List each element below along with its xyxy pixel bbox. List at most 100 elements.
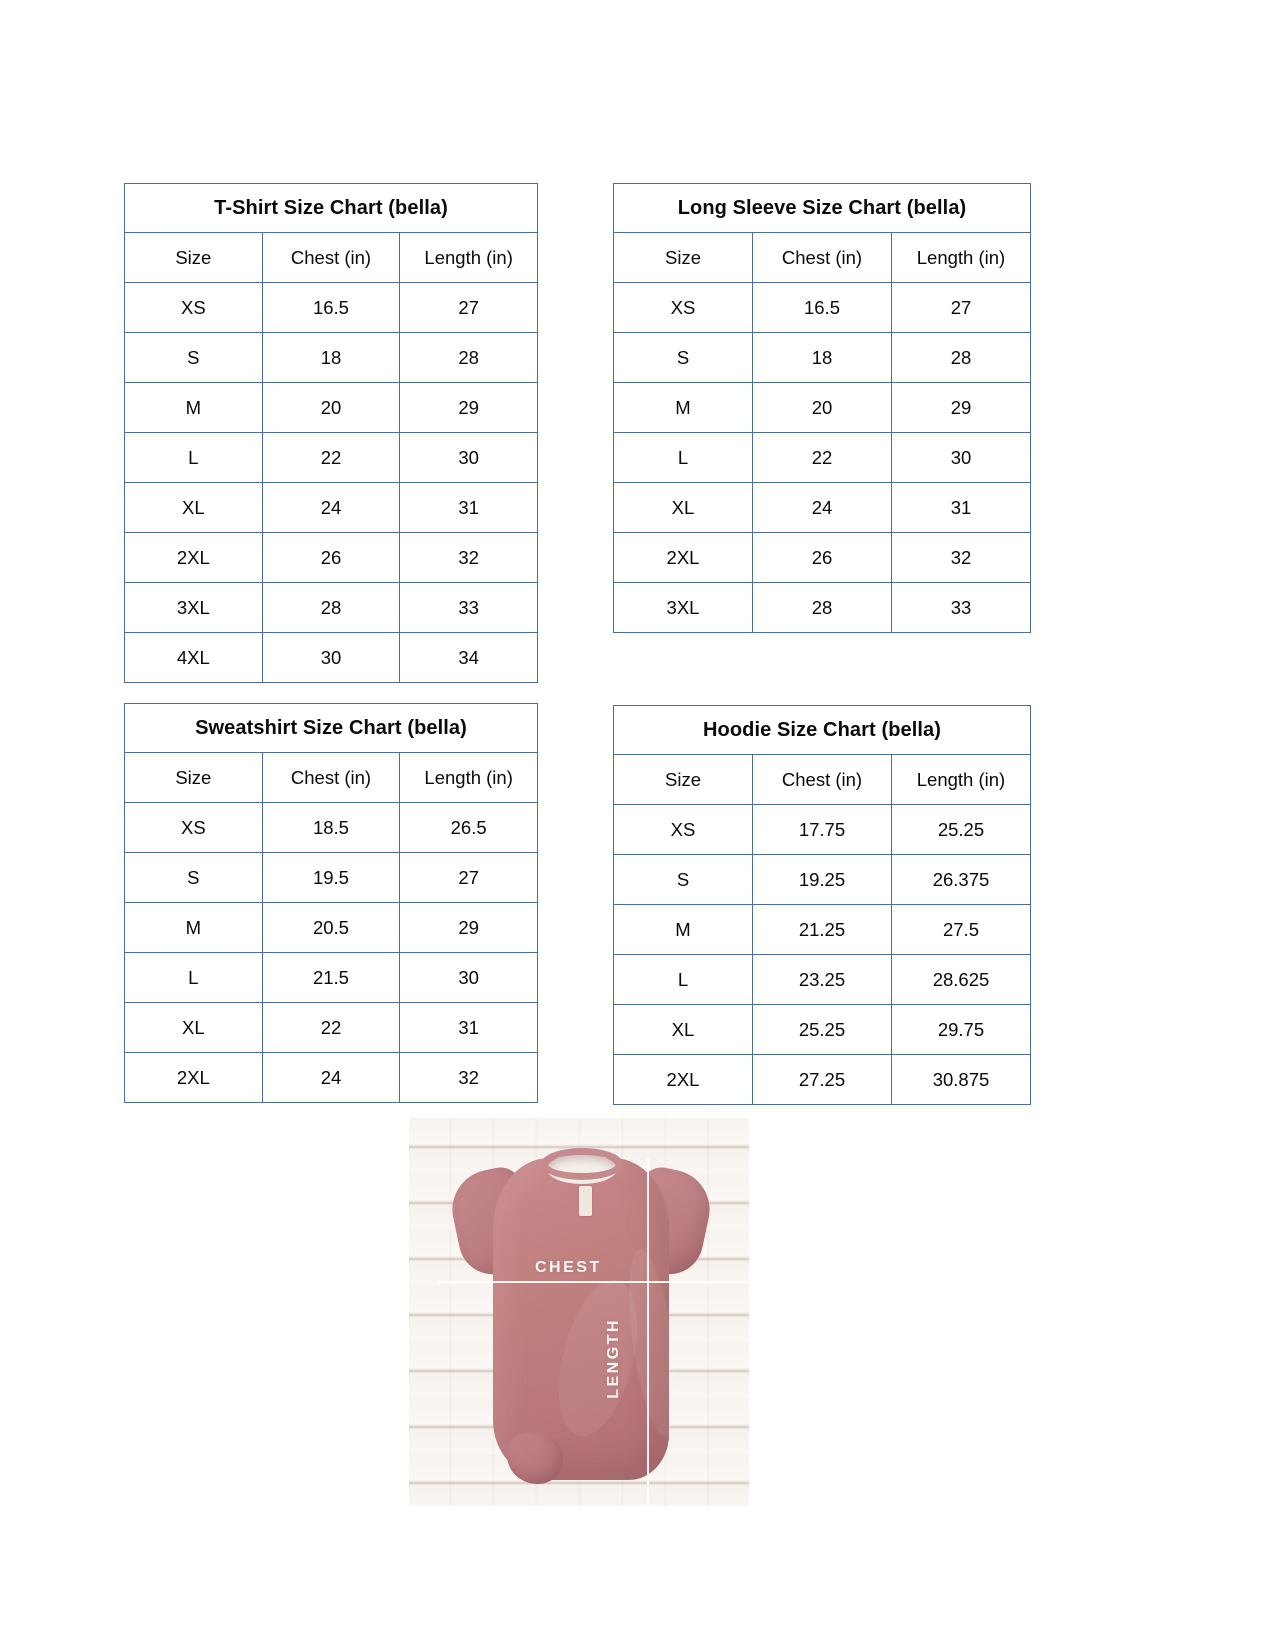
table-row: S 19.5 27 [124,852,538,903]
length-cell: 28.625 [891,954,1031,1005]
size-cell: 2XL [124,1052,263,1103]
table-row: M 20.5 29 [124,902,538,953]
length-cell: 25.25 [891,804,1031,855]
size-cell: L [613,432,753,483]
size-cell: 4XL [124,632,263,683]
length-cell: 27 [891,282,1031,333]
chest-cell: 24 [752,482,892,533]
length-cell: 29 [891,382,1031,433]
table-row: XS 16.5 27 [613,282,1031,333]
size-cell: XL [124,1002,263,1053]
table-row: 3XL 28 33 [613,582,1031,633]
length-cell: 28 [891,332,1031,383]
length-cell: 29.75 [891,1004,1031,1055]
sweatshirt-size-chart: Sweatshirt Size Chart (bella) Size Chest (… [124,703,538,1103]
table-row: 2XL 24 32 [124,1052,538,1103]
sweatshirt-title: Sweatshirt Size Chart (bella) [124,703,538,753]
tshirt-table: T-Shirt Size Chart (bella) Size Chest (in)… [124,183,538,683]
size-cell: L [613,954,753,1005]
size-cell: XL [613,482,753,533]
chest-cell: 18.5 [261,802,401,853]
chest-cell: 28 [261,582,401,633]
column-header-length-in: Length (in) [891,232,1031,283]
table-row: M 20 29 [613,382,1031,433]
table-row: XS 17.75 25.25 [613,804,1031,855]
length-cell: 32 [891,532,1031,583]
chest-cell: 26 [752,532,892,583]
table-title-row: Long Sleeve Size Chart (bella) [613,183,1031,233]
size-cell: S [124,852,263,903]
length-cell: 28 [399,332,538,383]
table-row: XL 22 31 [124,1002,538,1053]
table-row: S 19.25 26.375 [613,854,1031,905]
table-header-row: Size Chest (in) Length (in) [124,752,538,803]
tshirt-illustration [444,1140,718,1485]
longsleeve-size-chart: Long Sleeve Size Chart (bella) Size Chest … [613,183,1031,633]
size-cell: XS [613,804,753,855]
size-cell: 2XL [613,1054,753,1105]
size-cell: XL [613,1004,753,1055]
chest-cell: 28 [752,582,892,633]
column-header-chest-in: Chest (in) [261,752,401,803]
length-cell: 27 [399,282,538,333]
table-row: M 21.25 27.5 [613,904,1031,955]
chest-cell: 27.25 [752,1054,892,1105]
length-cell: 29 [399,902,538,953]
table-row: S 18 28 [124,332,538,383]
hoodie-table: Hoodie Size Chart (bella) Size Chest (in) L… [613,705,1031,1105]
table-row: 3XL 28 33 [124,582,538,633]
hoodie-size-chart: Hoodie Size Chart (bella) Size Chest (in) L… [613,705,1031,1105]
length-cell: 33 [891,582,1031,633]
size-cell: XS [124,282,263,333]
size-cell: XS [124,802,263,853]
chest-cell: 18 [752,332,892,383]
size-cell: 3XL [124,582,263,633]
chest-cell: 24 [261,1052,401,1103]
column-header-length-in: Length (in) [891,754,1031,805]
chest-cell: 19.5 [261,852,401,903]
size-cell: M [613,382,753,433]
length-cell: 27 [399,852,538,903]
column-header-size: Size [613,232,753,283]
length-cell: 31 [399,1002,538,1053]
hoodie-title: Hoodie Size Chart (bella) [613,705,1031,755]
wood-knot-icon [709,1238,727,1250]
table-row: XL 24 31 [124,482,538,533]
length-cell: 32 [399,1052,538,1103]
table-header-row: Size Chest (in) Length (in) [613,232,1031,283]
chest-cell: 20.5 [261,902,401,953]
length-cell: 26.5 [399,802,538,853]
longsleeve-table: Long Sleeve Size Chart (bella) Size Chest … [613,183,1031,633]
table-row: S 18 28 [613,332,1031,383]
column-header-size: Size [613,754,753,805]
tshirt-knot [507,1432,563,1484]
chest-cell: 20 [752,382,892,433]
tshirt-title: T-Shirt Size Chart (bella) [124,183,538,233]
size-cell: M [124,902,263,953]
table-row: XL 25.25 29.75 [613,1004,1031,1055]
sweatshirt-table: Sweatshirt Size Chart (bella) Size Chest (… [124,703,538,1103]
chest-cell: 16.5 [261,282,401,333]
column-header-chest-in: Chest (in) [752,232,892,283]
tshirt-collar-band [541,1148,623,1180]
table-row: L 21.5 30 [124,952,538,1003]
chest-cell: 19.25 [752,854,892,905]
size-cell: S [613,332,753,383]
chest-cell: 20 [261,382,401,433]
length-cell: 29 [399,382,538,433]
length-cell: 32 [399,532,538,583]
table-row: XL 24 31 [613,482,1031,533]
column-header-size: Size [124,752,263,803]
table-row: XS 16.5 27 [124,282,538,333]
size-cell: XL [124,482,263,533]
size-cell: S [124,332,263,383]
chest-measurement-label: CHEST [535,1259,602,1276]
length-cell: 33 [399,582,538,633]
table-header-row: Size Chest (in) Length (in) [613,754,1031,805]
length-cell: 30.875 [891,1054,1031,1105]
chest-cell: 21.5 [261,952,401,1003]
length-cell: 30 [399,952,538,1003]
size-cell: 3XL [613,582,753,633]
size-cell: L [124,952,263,1003]
